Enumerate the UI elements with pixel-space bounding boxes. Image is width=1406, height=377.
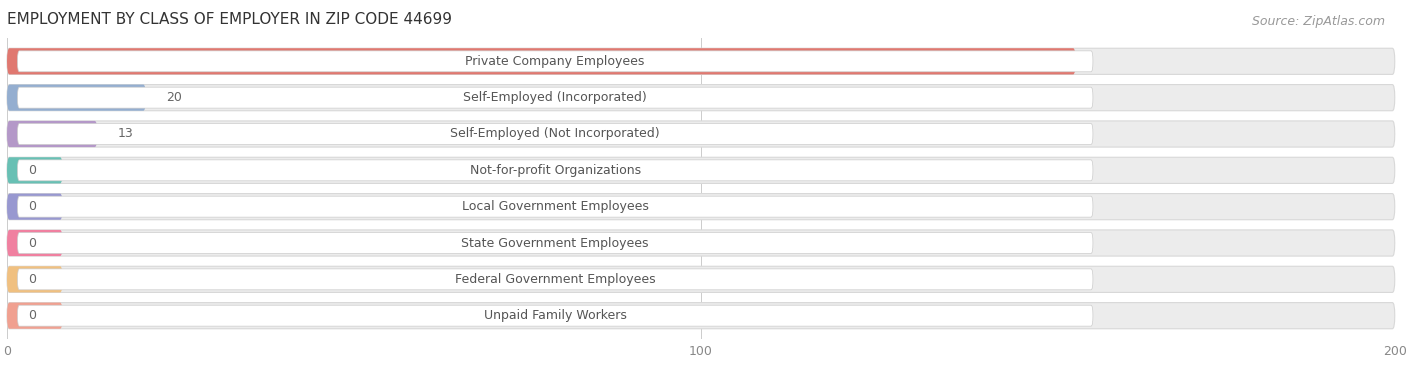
FancyBboxPatch shape bbox=[7, 230, 62, 256]
FancyBboxPatch shape bbox=[7, 121, 97, 147]
Text: 13: 13 bbox=[118, 127, 134, 141]
FancyBboxPatch shape bbox=[7, 266, 62, 293]
FancyBboxPatch shape bbox=[17, 269, 1092, 290]
FancyBboxPatch shape bbox=[7, 121, 1395, 147]
FancyBboxPatch shape bbox=[7, 157, 62, 184]
Text: State Government Employees: State Government Employees bbox=[461, 236, 650, 250]
FancyBboxPatch shape bbox=[7, 303, 62, 329]
FancyBboxPatch shape bbox=[17, 305, 1092, 326]
Text: 0: 0 bbox=[28, 309, 35, 322]
FancyBboxPatch shape bbox=[7, 84, 146, 111]
FancyBboxPatch shape bbox=[7, 193, 62, 220]
Text: Private Company Employees: Private Company Employees bbox=[465, 55, 645, 68]
FancyBboxPatch shape bbox=[7, 230, 1395, 256]
FancyBboxPatch shape bbox=[17, 196, 1092, 217]
FancyBboxPatch shape bbox=[7, 193, 1395, 220]
FancyBboxPatch shape bbox=[7, 266, 1395, 293]
Text: Self-Employed (Not Incorporated): Self-Employed (Not Incorporated) bbox=[450, 127, 659, 141]
Text: Not-for-profit Organizations: Not-for-profit Organizations bbox=[470, 164, 641, 177]
Text: Self-Employed (Incorporated): Self-Employed (Incorporated) bbox=[464, 91, 647, 104]
FancyBboxPatch shape bbox=[7, 303, 1395, 329]
FancyBboxPatch shape bbox=[17, 124, 1092, 144]
FancyBboxPatch shape bbox=[17, 233, 1092, 253]
Text: Unpaid Family Workers: Unpaid Family Workers bbox=[484, 309, 627, 322]
FancyBboxPatch shape bbox=[7, 84, 1395, 111]
Text: Local Government Employees: Local Government Employees bbox=[461, 200, 648, 213]
Text: Source: ZipAtlas.com: Source: ZipAtlas.com bbox=[1251, 15, 1385, 28]
FancyBboxPatch shape bbox=[17, 160, 1092, 181]
FancyBboxPatch shape bbox=[7, 48, 1076, 74]
FancyBboxPatch shape bbox=[17, 87, 1092, 108]
Text: 0: 0 bbox=[28, 164, 35, 177]
FancyBboxPatch shape bbox=[17, 51, 1092, 72]
Text: 0: 0 bbox=[28, 200, 35, 213]
Text: EMPLOYMENT BY CLASS OF EMPLOYER IN ZIP CODE 44699: EMPLOYMENT BY CLASS OF EMPLOYER IN ZIP C… bbox=[7, 12, 453, 27]
Text: 154: 154 bbox=[1031, 55, 1054, 68]
Text: Federal Government Employees: Federal Government Employees bbox=[456, 273, 655, 286]
FancyBboxPatch shape bbox=[7, 157, 1395, 184]
Text: 0: 0 bbox=[28, 236, 35, 250]
FancyBboxPatch shape bbox=[7, 48, 1395, 74]
Text: 0: 0 bbox=[28, 273, 35, 286]
Text: 20: 20 bbox=[167, 91, 183, 104]
